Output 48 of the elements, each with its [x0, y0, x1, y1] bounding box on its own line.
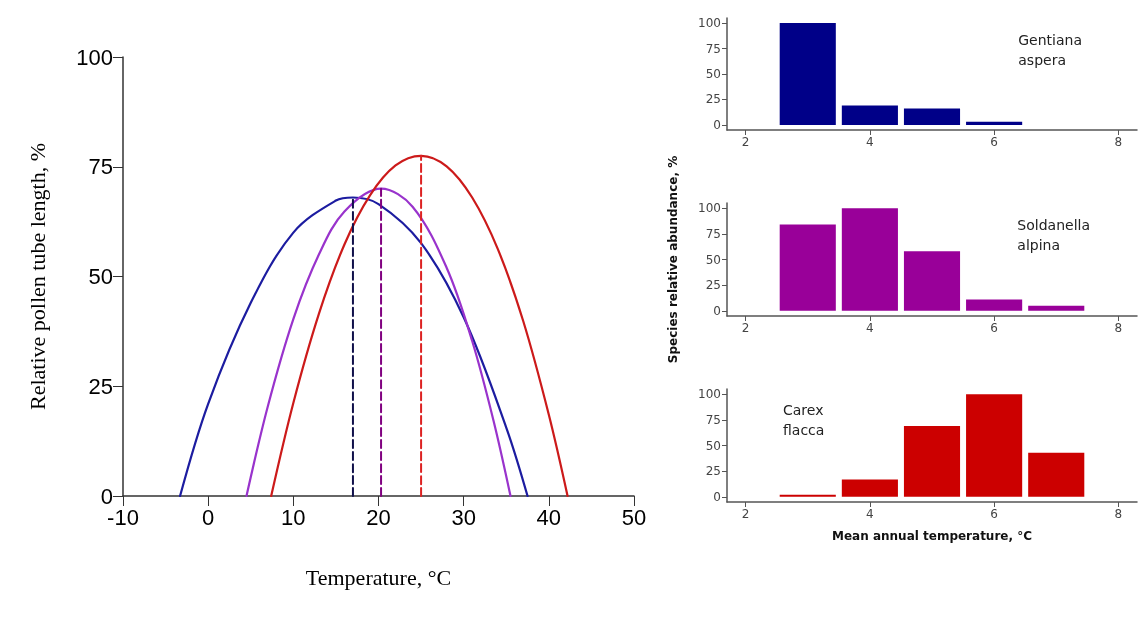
y-tick-label: 0 — [713, 489, 721, 504]
x-tick-label: 8 — [1114, 507, 1123, 521]
y-tick-label: 50 — [705, 252, 721, 267]
line-series — [245, 187, 512, 498]
y-tick-label: 50 — [88, 264, 113, 289]
annotation: Soldanella alpina — [1017, 217, 1090, 253]
annotation: Gentiana aspera — [1018, 32, 1082, 68]
x-axis-title: Mean annual temperature, °C — [831, 529, 1033, 543]
y-tick-label: 75 — [88, 154, 113, 180]
y-tick-label: 0 — [713, 117, 721, 132]
y-axis-title: Relative pollen tube length, % — [24, 143, 50, 410]
y-tick-label: 100 — [76, 44, 113, 70]
y-tick-label: 100 — [698, 16, 721, 31]
x-tick-label: 10 — [281, 504, 306, 530]
x-tick-label: 6 — [990, 135, 998, 149]
y-tick-label: 25 — [705, 278, 721, 293]
y-tick-label: 50 — [705, 438, 721, 453]
annotation: Carex flacca — [783, 402, 825, 438]
line-series — [178, 196, 529, 498]
y-tick-label: 100 — [698, 201, 721, 216]
y-axis-title: Species relative abundance, % — [666, 155, 680, 364]
x-tick-label: 2 — [741, 507, 750, 521]
y-tick-label: 75 — [705, 412, 721, 427]
x-tick-label: 8 — [1114, 135, 1123, 149]
x-tick-label: 6 — [990, 321, 998, 335]
x-tick-label: -10 — [107, 504, 139, 530]
y-tick-label: 50 — [705, 67, 721, 81]
x-tick-label: 40 — [536, 504, 562, 530]
x-tick-label: 4 — [866, 507, 874, 521]
x-tick-label: 4 — [866, 321, 874, 335]
x-tick-label: 6 — [990, 507, 998, 521]
x-tick-label: 50 — [621, 504, 647, 530]
y-tick-label: 25 — [705, 464, 721, 479]
x-tick-label: 4 — [866, 135, 874, 149]
x-tick-label: 8 — [1114, 321, 1123, 335]
y-tick-label: 25 — [88, 373, 113, 399]
x-tick-label: 0 — [202, 504, 215, 530]
y-tick-label: 100 — [698, 387, 721, 402]
x-tick-label: 2 — [741, 321, 750, 335]
y-tick-label: 75 — [705, 226, 721, 241]
y-tick-label: 75 — [705, 41, 721, 56]
x-tick-label: 30 — [451, 504, 476, 530]
x-tick-label: 20 — [366, 504, 391, 530]
x-axis-title: Temperature, °C — [305, 564, 452, 590]
y-tick-label: 25 — [705, 92, 721, 107]
y-tick-label: 0 — [713, 303, 721, 318]
x-tick-label: 2 — [741, 135, 750, 149]
line-series — [270, 154, 569, 498]
